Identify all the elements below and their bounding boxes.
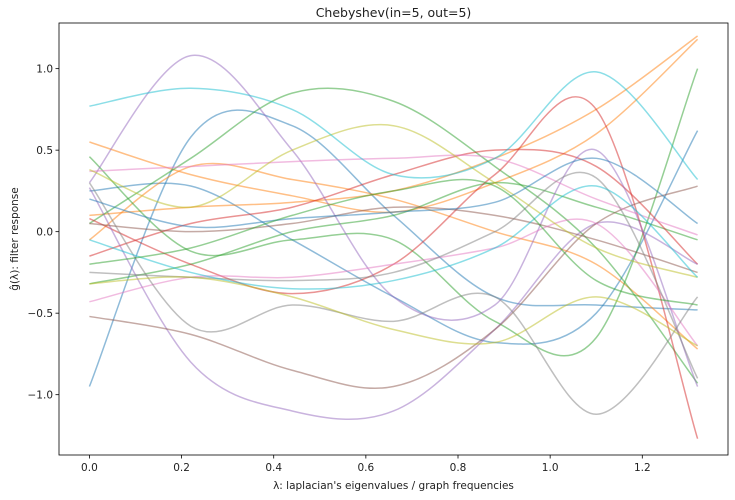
x-tick-label: 0.4 <box>265 462 282 474</box>
series-line-15 <box>89 218 699 347</box>
y-tick-label: 1.0 <box>36 63 53 75</box>
series-line-12 <box>88 187 698 421</box>
x-tick-label: 1.2 <box>634 462 651 474</box>
y-axis: −1.0 −0.5 0.0 0.5 1.0 <box>28 63 59 401</box>
series-line-17 <box>88 182 699 416</box>
series-line-2 <box>89 130 699 345</box>
chart-title: Chebyshev(in=5, out=5) <box>316 5 472 20</box>
x-tick-label: 0.2 <box>173 462 190 474</box>
series-line-21 <box>89 71 699 181</box>
series-line-13 <box>89 185 698 390</box>
series-line-16 <box>89 154 698 236</box>
x-tick-label: 0.0 <box>81 462 98 474</box>
series-line-8 <box>89 182 698 285</box>
series-line-19 <box>89 123 698 279</box>
series-line-22 <box>89 185 699 290</box>
x-tick-label: 0.8 <box>450 462 467 474</box>
x-tick-label: 1.0 <box>542 462 559 474</box>
series-line-11 <box>88 54 699 387</box>
y-tick-label: −1.0 <box>28 389 54 401</box>
y-tick-label: 0.5 <box>36 145 53 157</box>
plot-frame <box>58 22 729 456</box>
x-axis-label: λ: laplacian's eigenvalues / graph frequ… <box>273 480 514 492</box>
series-layer <box>88 35 699 439</box>
x-axis: 0.0 0.2 0.4 0.6 0.8 1.0 1.2 <box>81 455 651 474</box>
y-axis-label: ĝ(λ): filter response <box>9 187 21 290</box>
series-line-23 <box>89 157 698 229</box>
series-line-20 <box>89 276 698 347</box>
series-line-24 <box>89 178 698 306</box>
series-line-14 <box>89 206 698 274</box>
series-line-1 <box>88 109 698 387</box>
series-line-9 <box>89 96 699 439</box>
series-line-7 <box>89 87 699 384</box>
y-tick-label: −0.5 <box>28 308 54 320</box>
x-tick-label: 0.6 <box>358 462 375 474</box>
y-tick-label: 0.0 <box>36 226 53 238</box>
